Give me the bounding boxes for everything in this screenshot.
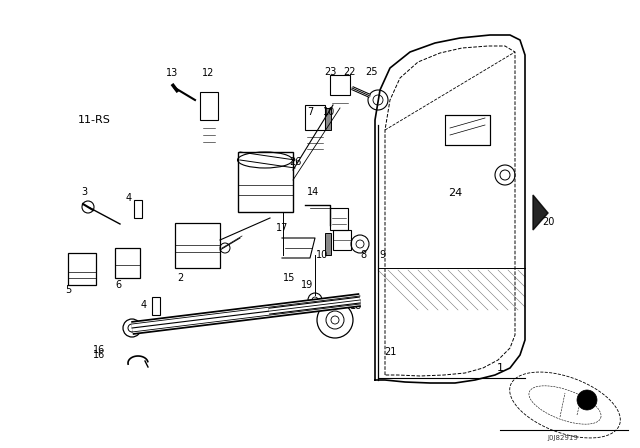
Text: 15: 15 (283, 273, 295, 283)
Bar (325, 108, 331, 130)
Bar (330, 208, 348, 230)
Text: 18: 18 (349, 301, 362, 311)
Bar (175, 223, 220, 268)
Text: 4: 4 (126, 193, 132, 203)
Text: 14: 14 (307, 187, 319, 197)
Bar (305, 105, 325, 130)
Text: 10: 10 (316, 250, 328, 260)
Text: 21: 21 (384, 347, 396, 357)
Bar (152, 297, 160, 315)
Text: 13: 13 (166, 68, 178, 78)
Text: 12: 12 (202, 68, 214, 78)
Text: 7: 7 (307, 107, 313, 117)
Text: 23: 23 (324, 67, 336, 77)
Text: 6: 6 (115, 280, 121, 290)
Text: 19: 19 (301, 280, 313, 290)
Text: 11-RS: 11-RS (78, 115, 111, 125)
Text: 9: 9 (379, 250, 385, 260)
Polygon shape (533, 195, 548, 230)
Text: 4: 4 (141, 300, 147, 310)
Text: 16: 16 (93, 345, 105, 355)
Text: 20: 20 (542, 217, 554, 227)
Circle shape (577, 390, 597, 410)
Text: 17: 17 (276, 223, 288, 233)
Text: 22: 22 (344, 67, 356, 77)
Text: 5: 5 (65, 285, 71, 295)
Text: 2: 2 (177, 273, 183, 283)
Text: 10: 10 (323, 107, 335, 117)
Text: 26: 26 (289, 157, 301, 167)
Text: 25: 25 (365, 67, 378, 77)
Text: 3: 3 (81, 187, 87, 197)
Bar (333, 230, 351, 250)
Bar (68, 253, 96, 285)
Bar (325, 233, 331, 255)
Bar (330, 75, 350, 95)
Text: J0J82919: J0J82919 (548, 435, 579, 441)
Text: 1: 1 (497, 363, 504, 373)
Bar (115, 248, 140, 278)
Bar (134, 200, 142, 218)
Bar (200, 92, 218, 120)
Text: 24: 24 (448, 188, 462, 198)
Text: 8: 8 (360, 250, 366, 260)
Bar (445, 115, 490, 145)
Text: 16: 16 (93, 350, 105, 360)
Bar (238, 152, 293, 212)
